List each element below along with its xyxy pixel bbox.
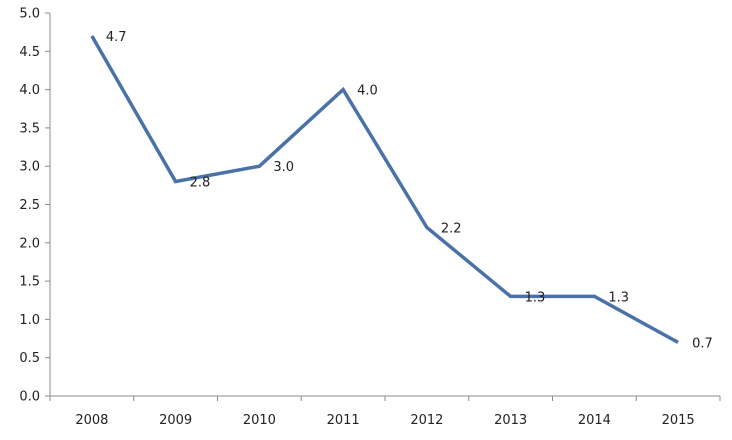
y-tick-label: 2.0 — [19, 236, 40, 251]
y-tick-label: 0.5 — [19, 351, 40, 366]
data-label: 4.0 — [357, 84, 378, 99]
y-tick-label: 4.0 — [19, 83, 40, 98]
y-tick-label: 0.0 — [19, 390, 40, 405]
y-tick-label: 3.0 — [19, 160, 40, 175]
y-tick-label: 4.5 — [19, 45, 40, 60]
y-tick-label: 1.5 — [19, 275, 40, 290]
y-tick-label: 2.5 — [19, 198, 40, 213]
data-label: 3.0 — [273, 160, 294, 175]
x-tick-label: 2009 — [159, 413, 192, 428]
data-label: 2.8 — [190, 176, 211, 191]
x-tick-label: 2011 — [327, 413, 360, 428]
data-label: 0.7 — [692, 336, 713, 351]
series-line — [90, 35, 679, 344]
y-tick-label: 1.0 — [19, 313, 40, 328]
data-label: 4.7 — [106, 30, 127, 45]
x-tick-label: 2014 — [578, 413, 611, 428]
x-tick-label: 2015 — [662, 413, 695, 428]
x-tick-label: 2012 — [410, 413, 443, 428]
x-tick-label: 2010 — [243, 413, 276, 428]
data-label: 1.3 — [525, 290, 546, 305]
data-label: 2.2 — [441, 221, 462, 236]
data-label: 1.3 — [608, 290, 629, 305]
y-tick-label: 5.0 — [19, 7, 40, 22]
y-tick-label: 3.5 — [19, 121, 40, 136]
x-tick-label: 2013 — [494, 413, 527, 428]
x-tick-label: 2008 — [75, 413, 108, 428]
